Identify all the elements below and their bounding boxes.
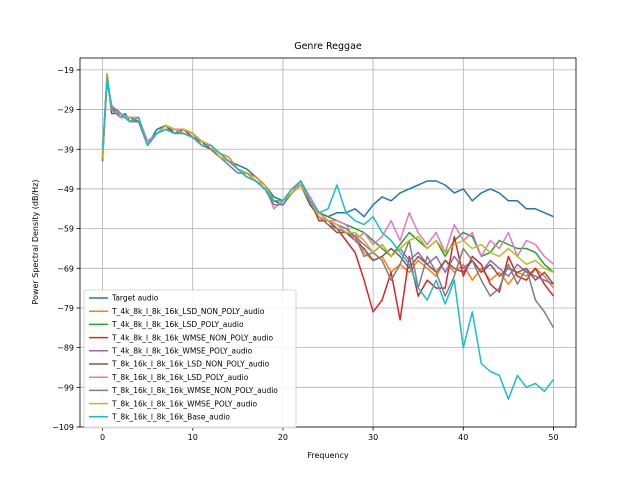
x-tick-label: 20: [278, 433, 288, 442]
y-axis-label: Power Spectral Density (dB/Hz): [31, 180, 40, 305]
legend-entry: T_8k_16k_l_8k_16k_LSD_POLY_audio: [111, 373, 249, 382]
y-tick-label: −79: [57, 304, 74, 313]
plot-area: [101, 73, 555, 400]
y-tick-label: −59: [57, 225, 74, 234]
legend-entry: T_4k_8k_l_8k_16k_WMSE_NON_POLY_audio: [111, 333, 274, 342]
series-line-10: [101, 77, 555, 400]
y-tick-label: −69: [57, 264, 74, 273]
axes-frame: [79, 57, 577, 428]
y-tick-label: −39: [57, 145, 74, 154]
chart-title: Genre Reggae: [294, 41, 362, 52]
x-axis-label: Frequency: [307, 451, 349, 460]
axis-ticks: 0 10 20 30 40 50 −19 −29 −39 −49 −59 −69 −79 −89 −99 −1…: [52, 66, 559, 442]
x-tick-label: 40: [458, 433, 468, 442]
x-tick-label: 30: [368, 433, 378, 442]
legend-entry: T_4k_8k_l_8k_16k_WMSE_POLY_audio: [111, 347, 253, 356]
legend-entry: T_4k_8k_l_8k_16k_LSD_NON_POLY_audio: [111, 307, 265, 316]
y-tick-label: −89: [57, 344, 74, 353]
gridlines: [80, 58, 576, 428]
y-tick-label: −19: [57, 66, 74, 75]
x-tick-label: 0: [100, 433, 105, 442]
legend-entry: T_8k_16k_l_8k_16k_LSD_NON_POLY_audio: [111, 360, 270, 369]
y-tick-label: −109: [52, 423, 74, 432]
legend: Target audio T_4k_8k_l_8k_16k_LSD_NON_POL…: [83, 289, 297, 429]
x-tick-label: 50: [548, 433, 558, 442]
y-tick-label: −49: [57, 185, 74, 194]
x-tick-label: 10: [188, 433, 198, 442]
legend-entry: T_8k_16k_l_8k_16k_Base_audio: [111, 413, 230, 422]
legend-entry: Target audio: [111, 294, 159, 303]
legend-entry: T_4k_8k_l_8k_16k_LSD_POLY_audio: [111, 320, 244, 329]
legend-entry: T_8k_16k_l_8k_16k_WMSE_NON_POLY_audio: [111, 386, 278, 395]
y-tick-label: −29: [57, 106, 74, 115]
legend-box: [83, 289, 297, 429]
y-tick-label: −99: [57, 383, 74, 392]
legend-entry: T_8k_16k_l_8k_16k_WMSE_POLY_audio: [111, 399, 257, 408]
